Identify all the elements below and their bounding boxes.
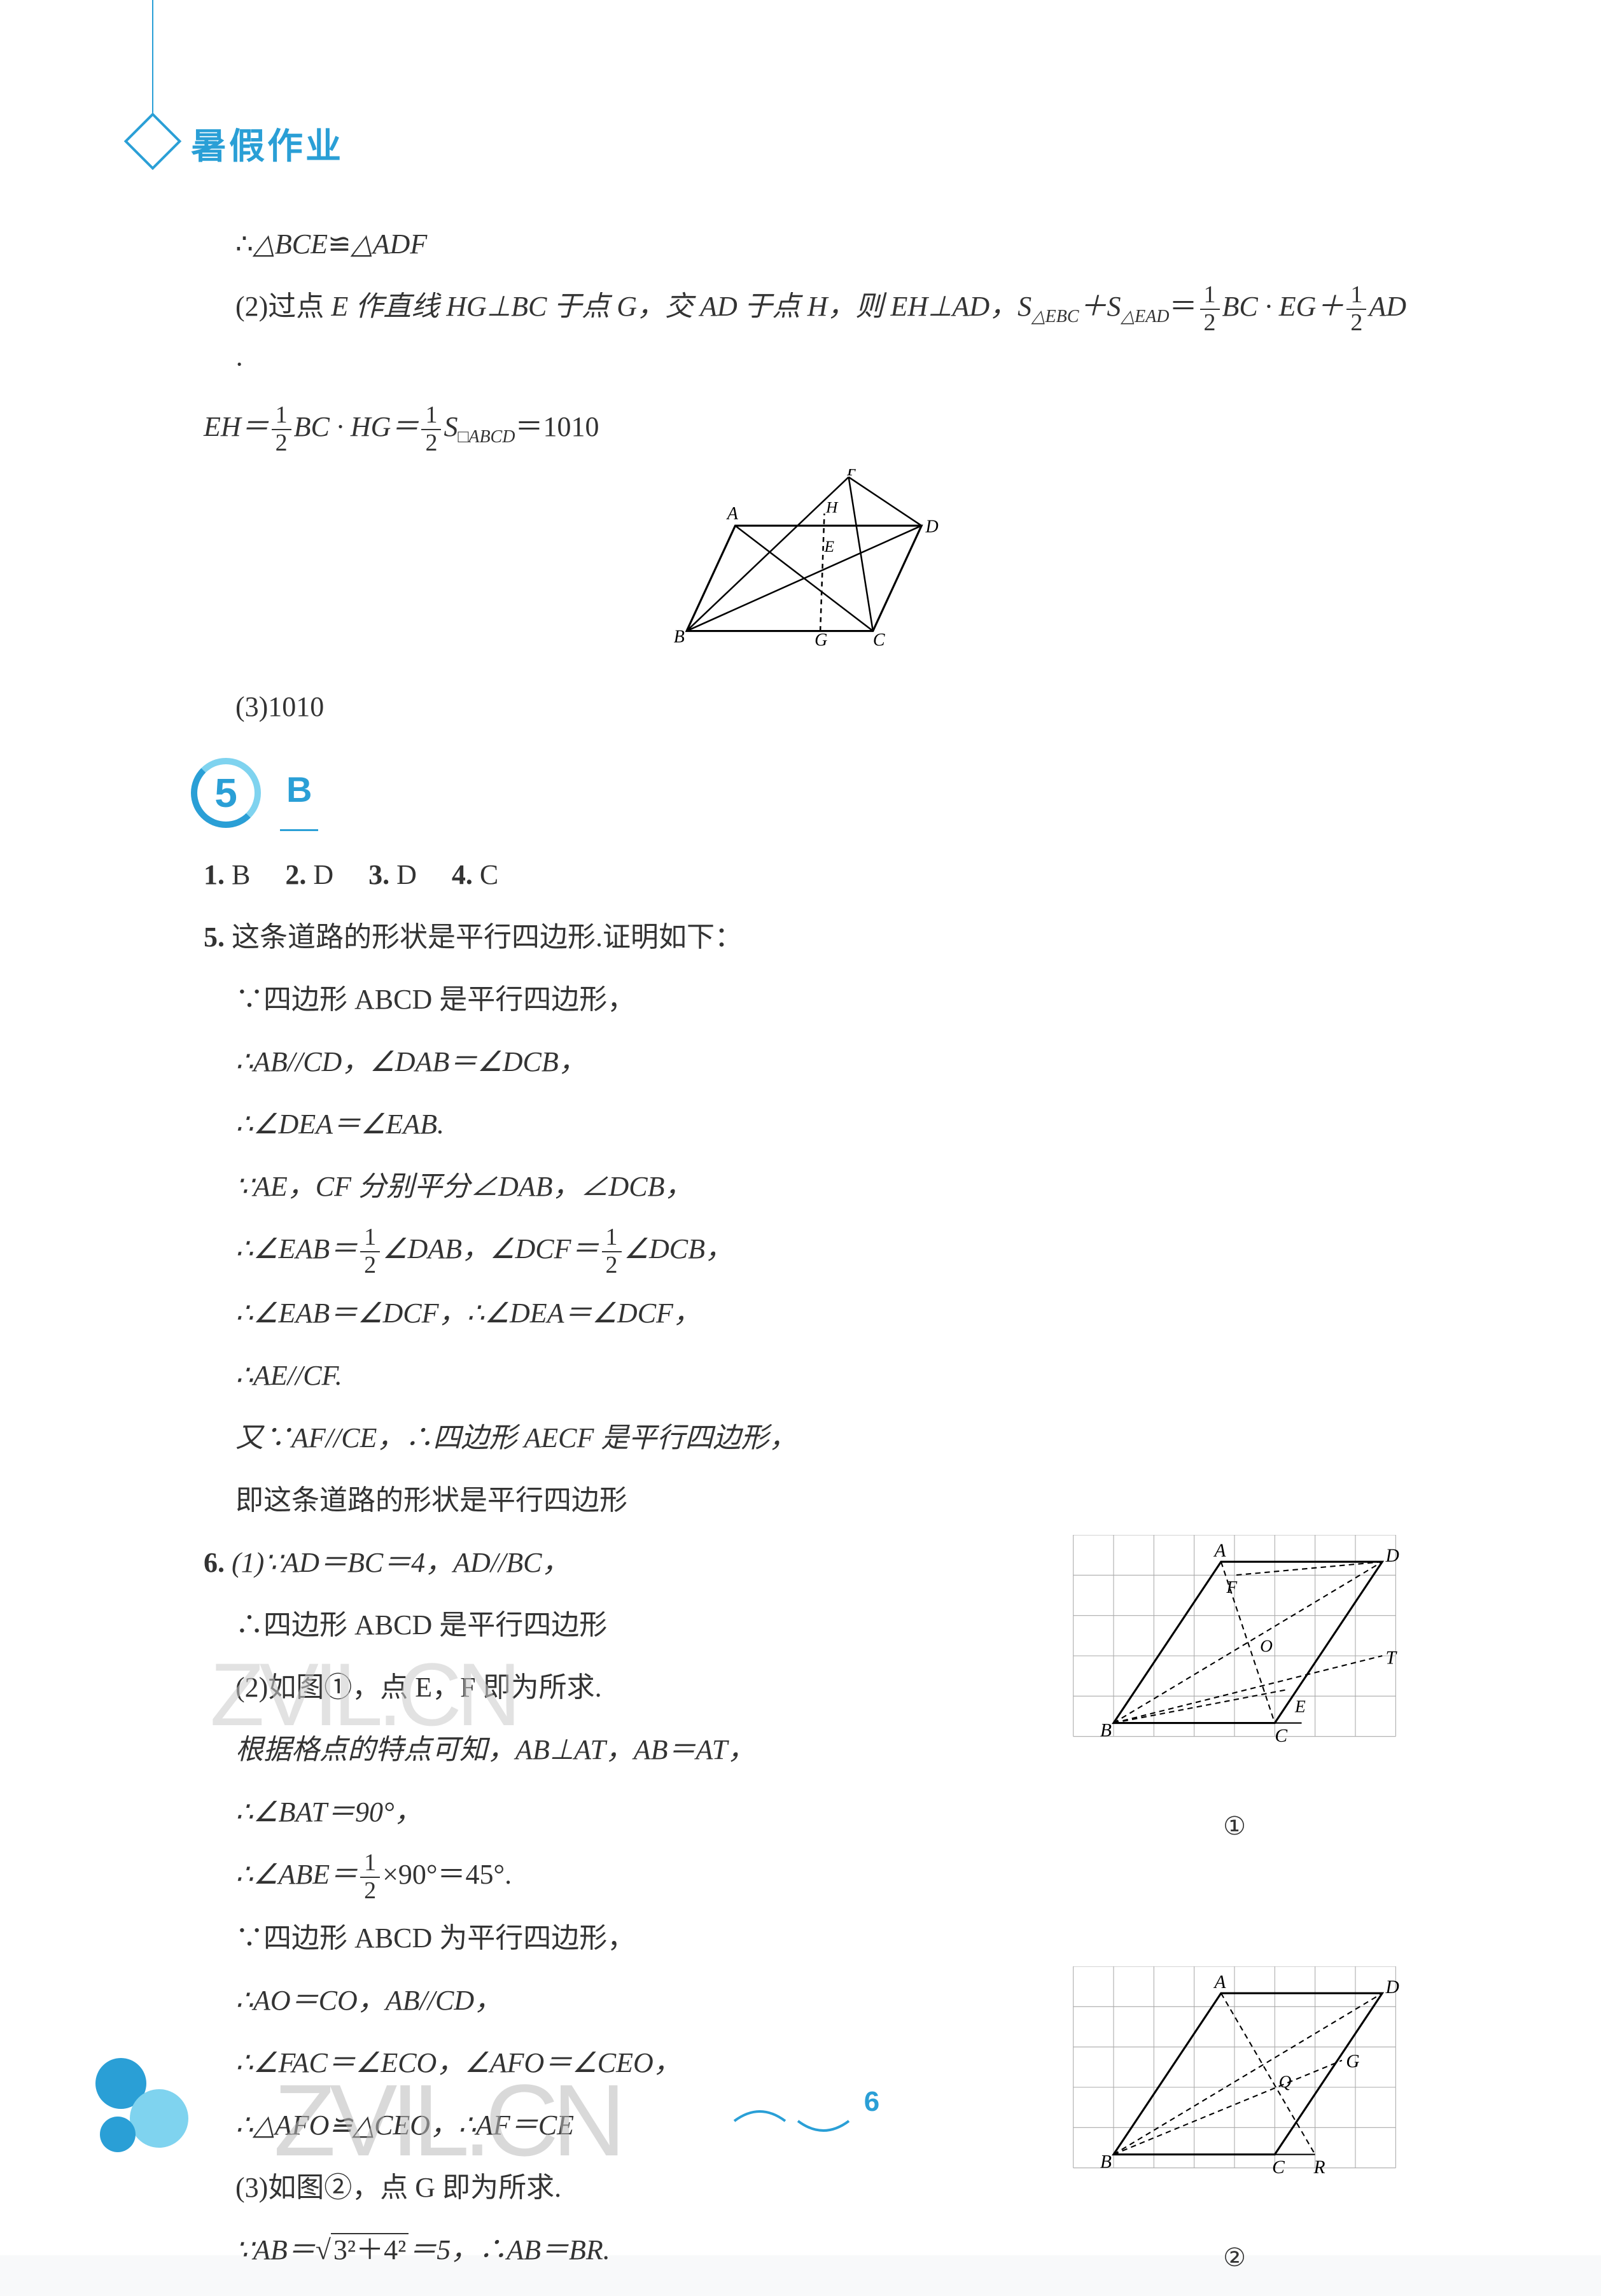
sqrt: √3²＋4² <box>316 2233 409 2265</box>
svg-text:C: C <box>1272 2157 1285 2178</box>
watermark: ZVIL.CN <box>210 1643 516 1746</box>
svg-text:O: O <box>1260 1636 1273 1655</box>
fraction: 12 <box>1200 282 1220 337</box>
q5-l7: ∴AE//CF. <box>204 1348 1413 1404</box>
proof-line-2: (2)过点 E 作直线 HG⊥BC 于点 G，交 AD 于点 H，则 EH⊥AD… <box>204 279 1413 393</box>
figure-2: A D B C F O E T ① <box>1056 1535 1413 1852</box>
svg-text:F: F <box>846 469 858 480</box>
svg-text:F: F <box>1226 1577 1237 1596</box>
therefore-sym: ∴ <box>235 228 253 260</box>
svg-text:H: H <box>825 498 839 517</box>
q5-l9: 即这条道路的形状是平行四边形 <box>204 1473 1413 1529</box>
corner-decoration <box>83 2045 210 2173</box>
svg-text:D: D <box>1385 1546 1399 1566</box>
svg-text:A: A <box>1213 1540 1226 1560</box>
svg-text:T: T <box>1386 1648 1398 1668</box>
svg-text:D: D <box>925 517 939 537</box>
q5-l6: ∴∠EAB＝∠DCF，∴∠DEA＝∠DCF， <box>204 1285 1413 1341</box>
svg-text:G: G <box>1346 2051 1359 2071</box>
svg-text:A: A <box>726 504 739 524</box>
svg-text:A: A <box>1213 1971 1226 1992</box>
fraction: 12 <box>1346 282 1366 337</box>
svg-text:C: C <box>1275 1726 1287 1746</box>
badge-circle: 5 <box>191 758 261 828</box>
q5-l2: ∴AB//CD，∠DAB＝∠DCB， <box>204 1034 1413 1090</box>
page-number-wrap: 6 <box>0 2096 1601 2153</box>
q5-lead: 5. 这条道路的形状是平行四边形.证明如下： <box>204 909 1413 965</box>
svg-text:C: C <box>873 631 885 648</box>
chapter-badge: 5 B <box>191 754 318 831</box>
svg-text:E: E <box>1294 1697 1306 1716</box>
proof-line-4: (3)1010 <box>204 679 1413 735</box>
q5-l8: 又∵AF//CE，∴四边形 AECF 是平行四边形， <box>204 1410 1413 1466</box>
svg-text:B: B <box>1100 1720 1112 1740</box>
page: 暑假作业 ∴△BCE≌△ADF (2)过点 E 作直线 HG⊥BC 于点 G，交… <box>0 0 1601 2255</box>
q5-l4: ∵AE，CF 分别平分∠DAB，∠DCB， <box>204 1159 1413 1215</box>
svg-text:G: G <box>814 631 827 648</box>
q5-l5: ∴∠EAB＝12∠DAB，∠DCF＝12∠DCB， <box>204 1221 1413 1279</box>
svg-text:B: B <box>1100 2152 1112 2172</box>
page-number-decoration <box>722 2096 862 2146</box>
content: ∴△BCE≌△ADF (2)过点 E 作直线 HG⊥BC 于点 G，交 AD 于… <box>204 216 1413 2296</box>
svg-text:D: D <box>1385 1977 1399 1998</box>
svg-text:Q: Q <box>1279 2072 1292 2091</box>
svg-text:E: E <box>823 537 834 556</box>
proof-line-1: ∴△BCE≌△ADF <box>204 216 1413 272</box>
diamond-icon <box>124 113 182 171</box>
figures-column: A D B C F O E T ① <box>1056 1535 1413 2296</box>
svg-text:R: R <box>1313 2157 1325 2178</box>
parallelogram-figure: A D B C F H E G <box>585 469 1031 647</box>
fraction: 12 <box>421 402 441 457</box>
figure-1: A D B C F H E G <box>204 469 1413 666</box>
q5-l1: ∵四边形 ABCD 是平行四边形， <box>204 972 1413 1028</box>
header-vline <box>152 0 153 121</box>
page-title: 暑假作业 <box>191 118 344 169</box>
mcq-row: 1. B 2. D 3. D 4. C <box>204 847 1413 903</box>
q5-l3: ∴∠DEA＝∠EAB. <box>204 1096 1413 1152</box>
proof-line-3: EH＝12BC · HG＝12S□ABCD＝1010 <box>204 399 1413 457</box>
fraction: 12 <box>272 402 291 457</box>
svg-text:B: B <box>674 627 685 647</box>
